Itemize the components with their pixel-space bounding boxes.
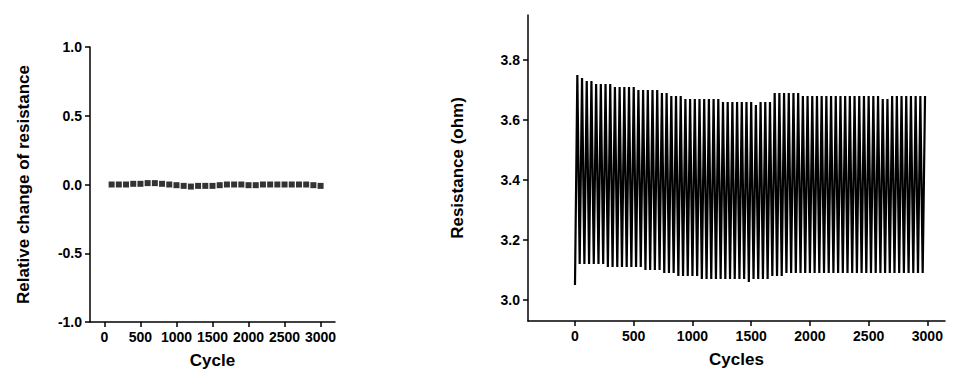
svg-text:3.8: 3.8 (501, 52, 521, 68)
svg-text:1000: 1000 (161, 329, 192, 345)
svg-text:Resistance (ohm): Resistance (ohm) (448, 97, 467, 239)
svg-text:0.0: 0.0 (63, 177, 83, 193)
svg-text:500: 500 (129, 329, 153, 345)
svg-text:0.5: 0.5 (63, 108, 83, 124)
svg-text:1000: 1000 (677, 328, 708, 344)
svg-text:-0.5: -0.5 (58, 245, 82, 261)
svg-text:0: 0 (101, 329, 109, 345)
svg-text:3000: 3000 (305, 329, 336, 345)
svg-text:2000: 2000 (233, 329, 264, 345)
svg-text:500: 500 (622, 328, 646, 344)
svg-text:1500: 1500 (736, 328, 767, 344)
svg-text:3.6: 3.6 (501, 112, 521, 128)
svg-text:3.0: 3.0 (501, 292, 521, 308)
svg-text:Cycle: Cycle (190, 351, 235, 370)
svg-text:1500: 1500 (197, 329, 228, 345)
svg-text:3.2: 3.2 (501, 232, 521, 248)
svg-text:Relative change of resistance: Relative change of resistance (14, 65, 33, 304)
svg-text:2000: 2000 (794, 328, 825, 344)
svg-text:2500: 2500 (853, 328, 884, 344)
svg-text:-1.0: -1.0 (58, 314, 82, 330)
svg-text:3000: 3000 (912, 328, 943, 344)
svg-text:1.0: 1.0 (63, 39, 83, 55)
svg-text:Cycles: Cycles (709, 350, 764, 369)
svg-text:3.4: 3.4 (501, 172, 521, 188)
svg-text:2500: 2500 (269, 329, 300, 345)
svg-text:0: 0 (571, 328, 579, 344)
